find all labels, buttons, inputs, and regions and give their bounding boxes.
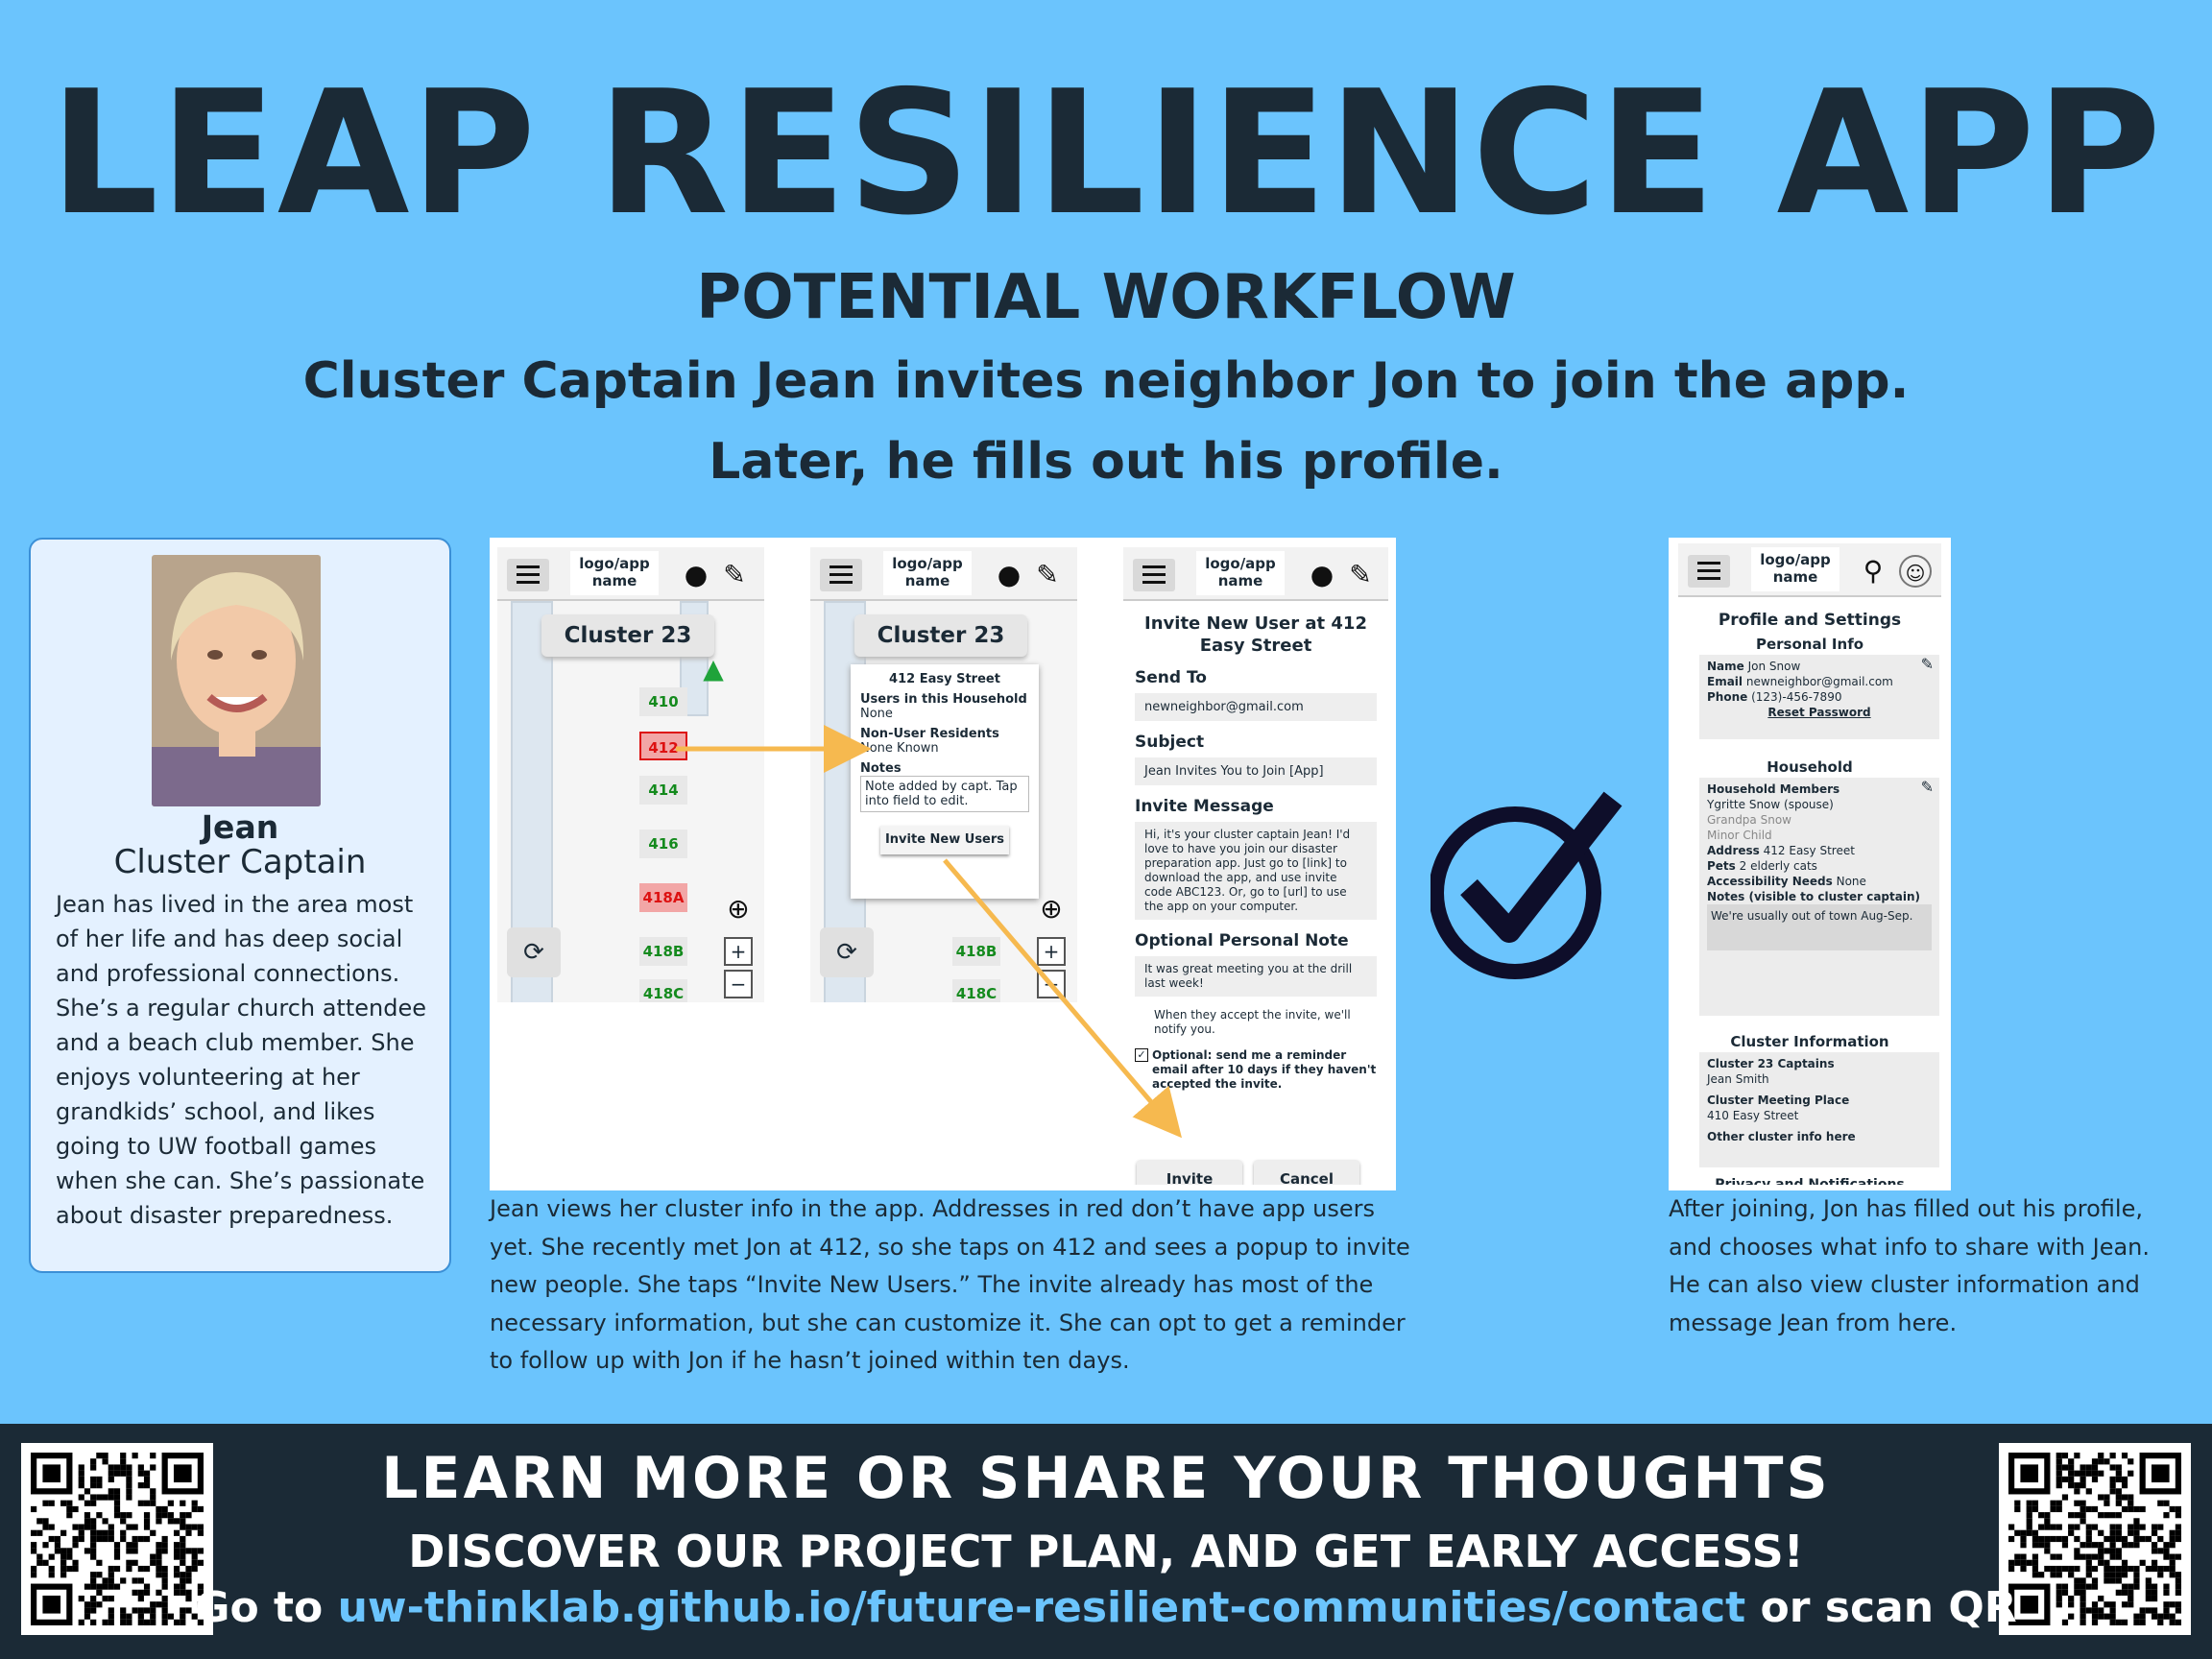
page-title: LEAP RESILIENCE APP — [0, 58, 2212, 250]
profile-header: Profile and Settings — [1678, 611, 1941, 630]
workflow-mockups: logo/app name ● ✎ Cluster 23 410 412 414… — [490, 538, 1396, 1190]
profile-settings: Profile and Settings Personal Info Name … — [1678, 597, 1941, 1185]
profile-phone: (123)-456-7890 — [1751, 690, 1841, 704]
footer-subheading: DISCOVER OUR PROJECT PLAN, AND GET EARLY… — [0, 1526, 2212, 1577]
contact-link[interactable]: uw-thinklab.github.io/future-resilient-c… — [338, 1583, 1746, 1632]
personal-info-section: Name Jon Snow Email newneighbor@gmail.co… — [1699, 655, 1939, 739]
cluster-info-heading: Cluster Information — [1678, 1033, 1941, 1050]
persona-card: Jean Cluster Captain Jean has lived in t… — [29, 538, 451, 1273]
app-logo: logo/app name — [1751, 547, 1839, 591]
cluster-captain: Jean Smith — [1707, 1071, 1932, 1087]
footer-url-line: Go to uw-thinklab.github.io/future-resil… — [0, 1583, 2212, 1632]
caption-right: After joining, Jon has filled out his pr… — [1669, 1190, 2187, 1342]
profile-email: newneighbor@gmail.com — [1746, 675, 1893, 688]
cluster-info-section: Cluster 23 Captains Jean Smith Cluster M… — [1699, 1052, 1939, 1167]
profile-name: Jon Snow — [1748, 660, 1801, 673]
phone-profile-screen: logo/app name ⚲ ☺ Profile and Settings P… — [1678, 543, 1941, 1185]
persona-bio: Jean has lived in the area most of her l… — [56, 887, 440, 1233]
edit-icon[interactable]: ✎ — [1921, 780, 1934, 795]
personal-info-heading: Personal Info — [1678, 636, 1941, 653]
page-subtitle: POTENTIAL WORKFLOW — [0, 259, 2212, 336]
household-heading: Household — [1678, 758, 1941, 776]
app-topbar: logo/app name ⚲ ☺ — [1678, 543, 1941, 597]
profile-accessibility: None — [1837, 875, 1866, 888]
description-line-2: Later, he fills out his profile. — [0, 428, 2212, 495]
footer-heading: LEARN MORE OR SHARE YOUR THOUGHTS — [0, 1445, 2212, 1512]
persona-photo — [152, 555, 321, 806]
search-icon[interactable]: ⚲ — [1857, 555, 1889, 588]
household-member: Ygritte Snow (spouse) — [1707, 797, 1932, 812]
checkmark-icon — [1431, 787, 1623, 979]
workflow-arrows — [490, 538, 1396, 1190]
avatar-icon[interactable]: ☺ — [1899, 555, 1932, 588]
reset-password-link[interactable]: Reset Password — [1707, 705, 1932, 720]
profile-mockup: logo/app name ⚲ ☺ Profile and Settings P… — [1669, 538, 1951, 1190]
footer: LEARN MORE OR SHARE YOUR THOUGHTS DISCOV… — [0, 1424, 2212, 1659]
household-section: Household Members Ygritte Snow (spouse) … — [1699, 778, 1939, 1016]
persona-name: Jean — [31, 808, 449, 846]
profile-address: 412 Easy Street — [1764, 844, 1855, 857]
meeting-place: 410 Easy Street — [1707, 1108, 1932, 1123]
menu-icon[interactable] — [1688, 555, 1730, 588]
profile-pets: 2 elderly cats — [1740, 859, 1817, 873]
edit-icon[interactable]: ✎ — [1921, 657, 1934, 672]
household-member: Minor Child — [1707, 828, 1932, 843]
persona-role: Cluster Captain — [31, 843, 449, 881]
caption-middle: Jean views her cluster info in the app. … — [490, 1190, 1411, 1381]
profile-notes-field[interactable]: We're usually out of town Aug-Sep. — [1707, 904, 1932, 950]
household-member: Grandpa Snow — [1707, 812, 1932, 828]
privacy-heading[interactable]: Privacy and Notifications — [1678, 1177, 1941, 1185]
description-line-1: Cluster Captain Jean invites neighbor Jo… — [0, 348, 2212, 415]
